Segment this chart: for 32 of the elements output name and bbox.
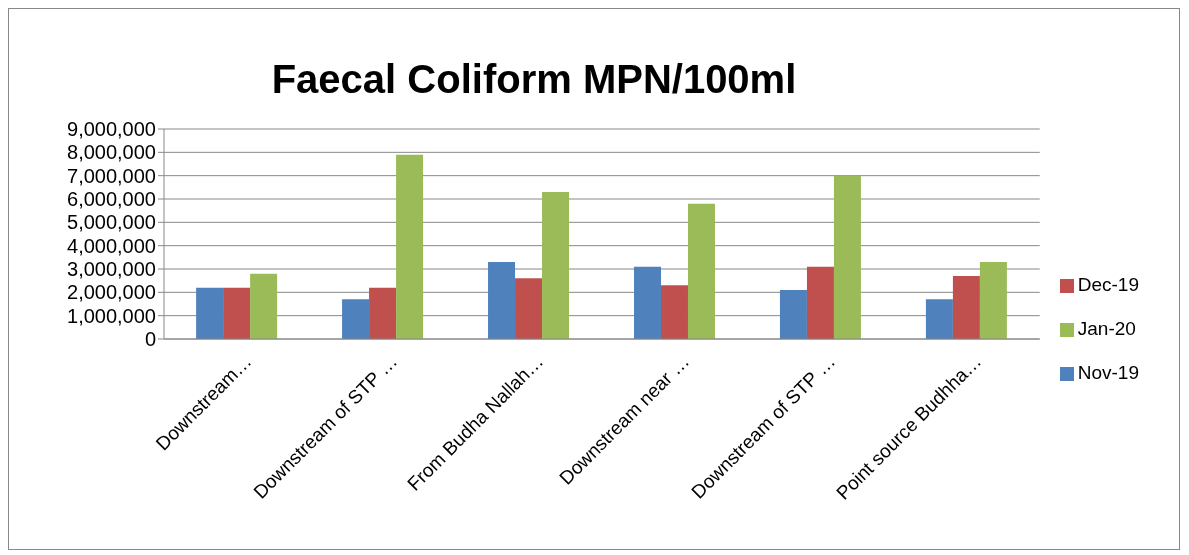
bar [396, 154, 424, 339]
bar [687, 203, 715, 339]
bar [223, 287, 251, 339]
y-tick-label: 0 [144, 328, 156, 351]
y-tick-label: 4,000,000 [67, 234, 156, 257]
bar [806, 266, 834, 339]
y-tick-label: 9,000,000 [67, 118, 156, 141]
chart-title: Faecal Coliform MPN/100ml [270, 56, 798, 103]
bar [660, 285, 688, 339]
bar [196, 287, 224, 339]
bar [952, 276, 980, 339]
y-tick-label: 5,000,000 [67, 211, 156, 234]
y-tick-label: 2,000,000 [67, 281, 156, 304]
bar [979, 262, 1007, 339]
bar [250, 273, 278, 339]
y-tick-label: 8,000,000 [67, 141, 156, 164]
y-tick-label: 3,000,000 [67, 258, 156, 281]
y-tick-label: 7,000,000 [67, 164, 156, 187]
bar [633, 266, 661, 339]
legend-label: Jan-20 [1077, 318, 1136, 339]
y-tick-label: 1,000,000 [67, 304, 156, 327]
y-tick-label: 6,000,000 [67, 188, 156, 211]
bar [488, 262, 516, 339]
bar [369, 287, 397, 339]
bar [925, 299, 953, 339]
bar [515, 278, 543, 339]
bar [542, 192, 570, 339]
bar [833, 175, 861, 339]
legend-label: Dec-19 [1077, 274, 1139, 295]
bar [779, 290, 807, 339]
bar [342, 299, 370, 339]
legend-label: Nov-19 [1077, 362, 1139, 383]
